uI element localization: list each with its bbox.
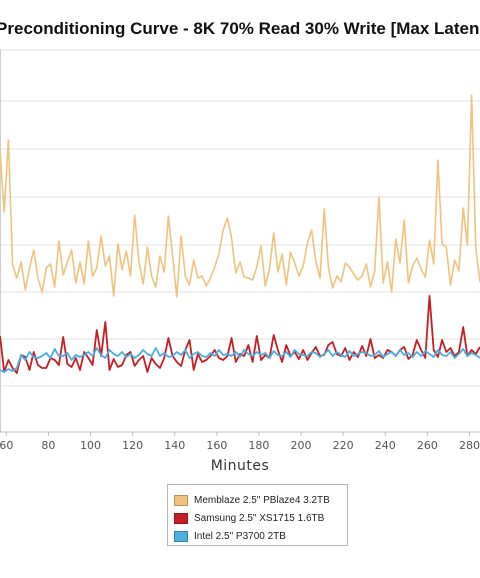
- series-line-samsung: [0, 295, 480, 374]
- x-tick-label-120: 120: [122, 439, 143, 452]
- x-tick-label-200: 200: [291, 439, 312, 452]
- x-tick-label-80: 80: [41, 439, 55, 452]
- x-tick-label-60: 60: [0, 439, 13, 452]
- x-tick-label-240: 240: [375, 439, 396, 452]
- legend-swatch-intel: [174, 530, 188, 542]
- legend-label-samsung: Samsung 2.5" XS1715 1.6TB: [194, 512, 325, 524]
- legend-label-memblaze: Memblaze 2.5" PBlaze4 3.2TB: [194, 494, 330, 506]
- x-tick-label-140: 140: [164, 439, 185, 452]
- x-tick-label-260: 260: [417, 439, 438, 452]
- legend-item-samsung[interactable]: Samsung 2.5" XS1715 1.6TB: [174, 509, 347, 527]
- chart-plot-area: 60 80 100 120 140 160 180 200 220 240 260 280: [0, 49, 480, 452]
- series-line-intel: [0, 347, 480, 373]
- x-tick-label-100: 100: [80, 439, 101, 452]
- x-tick-label-180: 180: [248, 439, 269, 452]
- legend-label-intel: Intel 2.5" P3700 2TB: [194, 530, 286, 542]
- x-tick-label-280: 280: [459, 439, 480, 452]
- x-tick-label-160: 160: [206, 439, 227, 452]
- chart-title: Preconditioning Curve - 8K 70% Read 30% …: [0, 19, 480, 38]
- legend-swatch-memblaze: [174, 494, 188, 506]
- chart-legend: Memblaze 2.5" PBlaze4 3.2TB Samsung 2.5"…: [167, 484, 348, 546]
- series-line-memblaze: [0, 94, 480, 298]
- legend-swatch-samsung: [174, 512, 188, 524]
- x-axis-label: Minutes: [210, 458, 270, 474]
- x-tick-label-220: 220: [333, 439, 354, 452]
- legend-item-intel[interactable]: Intel 2.5" P3700 2TB: [174, 527, 347, 545]
- legend-item-memblaze[interactable]: Memblaze 2.5" PBlaze4 3.2TB: [174, 491, 347, 509]
